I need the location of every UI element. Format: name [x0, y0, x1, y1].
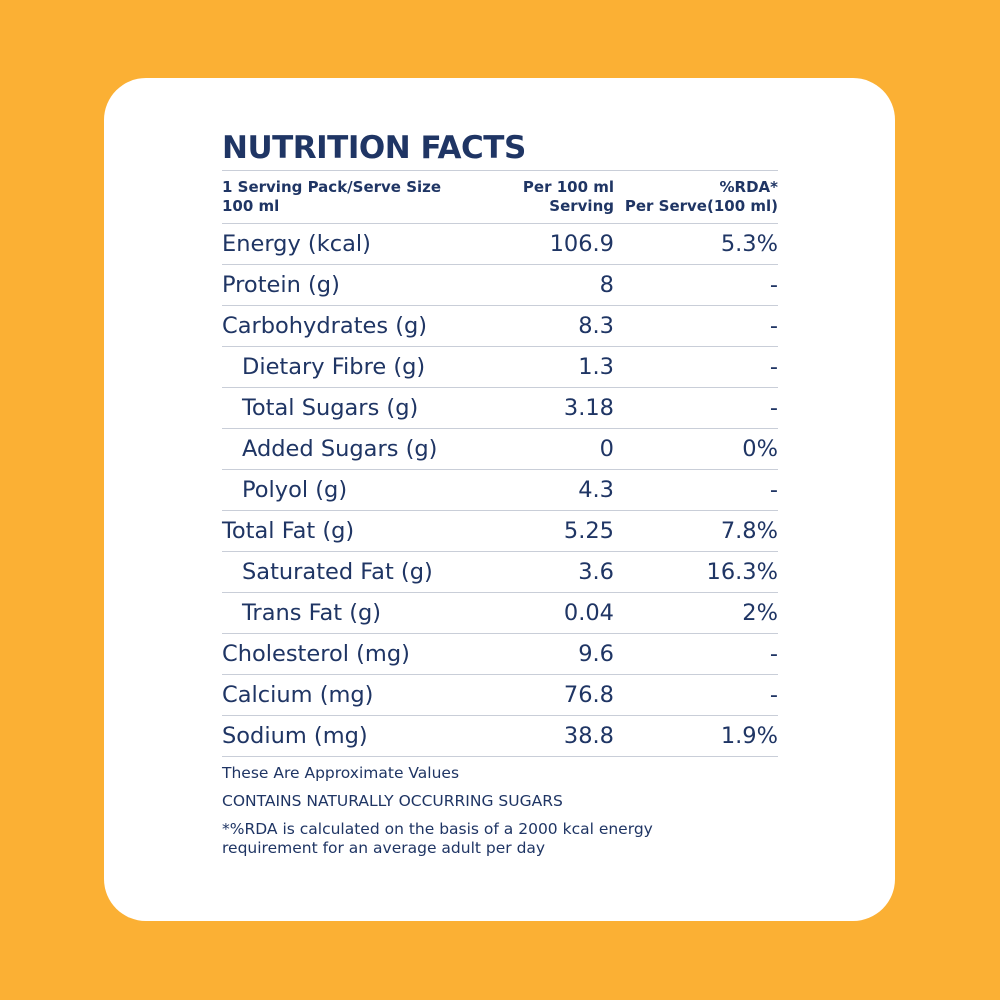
nutrition-panel: NUTRITION FACTS 1 Serving Pack/Serve Siz… [222, 128, 778, 858]
nutrient-row: Sodium (mg) 38.8 1.9% [222, 716, 778, 757]
nutrient-rda: 5.3% [720, 231, 778, 257]
nutrient-value: 76.8 [563, 682, 614, 708]
nutrient-row: Total Sugars (g) 3.18 - [222, 388, 778, 429]
header-per-100ml: Per 100 ml Serving [522, 178, 614, 215]
nutrient-label: Dietary Fibre (g) [242, 354, 426, 380]
note-natural-sugars: CONTAINS NATURALLY OCCURRING SUGARS [222, 792, 563, 810]
nutrient-rda: 16.3% [706, 559, 778, 585]
nutrient-row: Polyol (g) 4.3 - [222, 470, 778, 511]
nutrient-label: Carbohydrates (g) [222, 313, 428, 339]
nutrient-row: Total Fat (g) 5.25 7.8% [222, 511, 778, 552]
nutrient-rda: 0% [742, 436, 778, 462]
nutrient-value: 3.18 [563, 395, 614, 421]
nutrient-label: Cholesterol (mg) [222, 641, 410, 667]
nutrient-row: Cholesterol (mg) 9.6 - [222, 634, 778, 675]
nutrition-card: NUTRITION FACTS 1 Serving Pack/Serve Siz… [104, 78, 895, 921]
nutrient-value: 3.6 [578, 559, 614, 585]
nutrient-value: 38.8 [563, 723, 614, 749]
nutrient-label: Saturated Fat (g) [242, 559, 433, 585]
nutrient-value: 8 [599, 272, 614, 298]
nutrient-label: Total Fat (g) [222, 518, 355, 544]
nutrient-value: 8.3 [578, 313, 614, 339]
header-rda: %RDA* Per Serve(100 ml) [624, 178, 778, 215]
nutrient-value: 5.25 [563, 518, 614, 544]
nutrient-rda: - [769, 354, 778, 380]
title-divider [222, 170, 778, 171]
nutrient-value: 9.6 [578, 641, 614, 667]
nutrient-label: Calcium (mg) [222, 682, 374, 708]
header-serving-size: 1 Serving Pack/Serve Size 100 ml [222, 178, 442, 215]
note-rda-basis: *%RDA is calculated on the basis of a 20… [222, 820, 653, 857]
nutrient-value: 4.3 [578, 477, 614, 503]
nutrient-row: Added Sugars (g) 0 0% [222, 429, 778, 470]
nutrient-rda: - [769, 395, 778, 421]
nutrient-row: Calcium (mg) 76.8 - [222, 675, 778, 716]
nutrient-label: Polyol (g) [242, 477, 348, 503]
note-approximate: These Are Approximate Values [222, 764, 460, 782]
nutrient-rda: 7.8% [720, 518, 778, 544]
nutrient-label: Trans Fat (g) [242, 600, 382, 626]
table-header: 1 Serving Pack/Serve Size 100 ml Per 100… [222, 171, 778, 224]
nutrient-value: 1.3 [578, 354, 614, 380]
nutrient-row: Saturated Fat (g) 3.6 16.3% [222, 552, 778, 593]
nutrient-rda: - [769, 682, 778, 708]
nutrient-row: Protein (g) 8 - [222, 265, 778, 306]
nutrient-label: Sodium (mg) [222, 723, 368, 749]
nutrient-label: Protein (g) [222, 272, 340, 298]
nutrient-rda: - [769, 272, 778, 298]
nutrient-row: Dietary Fibre (g) 1.3 - [222, 347, 778, 388]
nutrient-value: 106.9 [549, 231, 614, 257]
nutrient-rda: 1.9% [720, 723, 778, 749]
nutrient-value: 0.04 [563, 600, 614, 626]
nutrient-rda: 2% [742, 600, 778, 626]
nutrient-rda: - [769, 313, 778, 339]
footnotes: These Are Approximate Values CONTAINS NA… [222, 764, 778, 858]
nutrient-rows: Energy (kcal) 106.9 5.3% Protein (g) 8- Carbo… [222, 224, 778, 757]
nutrient-rda: - [769, 477, 778, 503]
nutrient-rda: - [769, 641, 778, 667]
nutrient-row: Trans Fat (g) 0.04 2% [222, 593, 778, 634]
nutrient-row: Carbohydrates (g) 8.3 - [222, 306, 778, 347]
nutrition-title: NUTRITION FACTS [222, 130, 526, 166]
nutrient-label: Energy (kcal) [222, 231, 371, 257]
nutrient-row: Energy (kcal) 106.9 5.3% [222, 224, 778, 265]
nutrient-label: Added Sugars (g) [242, 436, 438, 462]
nutrient-value: 0 [599, 436, 614, 462]
nutrient-label: Total Sugars (g) [242, 395, 419, 421]
